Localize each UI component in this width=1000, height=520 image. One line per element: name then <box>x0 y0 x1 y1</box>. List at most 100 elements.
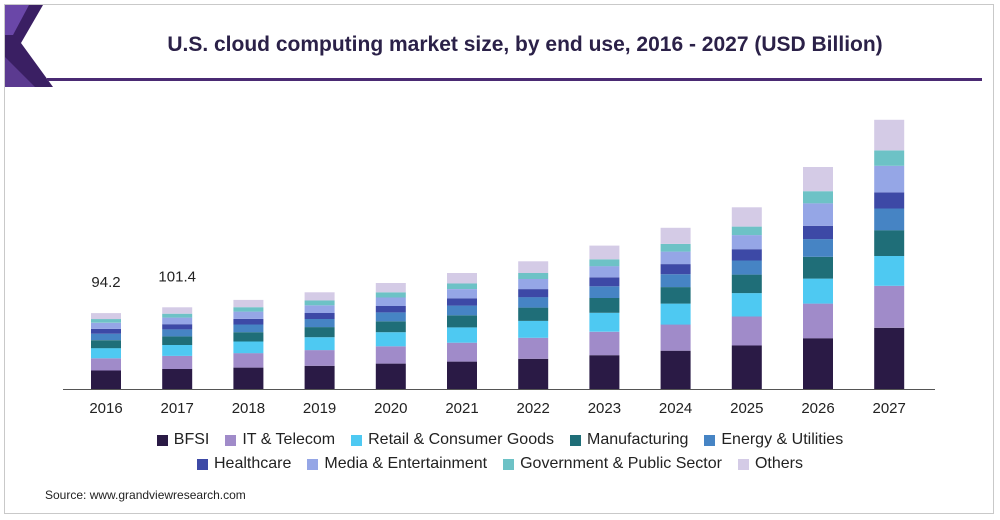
bar-stack-2022 <box>518 261 549 389</box>
bar-segment-retail-and-consumer-goods-2023 <box>589 312 620 332</box>
bar-segment-government-and-public-sector-2022 <box>518 273 549 279</box>
legend-label-healthcare: Healthcare <box>213 455 292 472</box>
bar-segment-it-and-telecom-2017 <box>162 355 193 369</box>
x-tick-label-2017: 2017 <box>161 400 194 417</box>
bar-segment-others-2020 <box>375 283 406 293</box>
bar-segment-healthcare-2016 <box>91 328 121 334</box>
bar-stack-2018 <box>233 299 264 389</box>
legend-item-retail-and-consumer-goods: Retail & Consumer Goods <box>351 431 554 449</box>
bar-segment-media-and-entertainment-2022 <box>518 279 549 290</box>
legend-swatch-healthcare <box>196 458 208 470</box>
legend-swatch-government-and-public-sector <box>503 458 515 470</box>
bar-segment-retail-and-consumer-goods-2018 <box>233 341 264 354</box>
bar-segment-retail-and-consumer-goods-2016 <box>91 348 121 359</box>
bar-stack-2021 <box>447 273 477 389</box>
legend-item-healthcare: Healthcare <box>196 455 292 473</box>
bar-stack-2019 <box>304 292 335 389</box>
bar-segment-bfsi-2017 <box>162 369 193 389</box>
bar-segment-healthcare-2022 <box>518 289 549 298</box>
data-labels: 94.2 101.4 <box>91 268 196 291</box>
x-tick-label-2019: 2019 <box>303 400 336 417</box>
bar-segment-manufacturing-2026 <box>803 256 833 279</box>
legend-swatch-bfsi <box>156 434 168 446</box>
bar-segment-retail-and-consumer-goods-2025 <box>731 293 762 317</box>
bar-segment-others-2016 <box>91 313 121 320</box>
bar-stack-2024 <box>660 227 691 389</box>
bar-segment-energy-and-utilities-2024 <box>660 274 691 288</box>
bar-segment-others-2021 <box>447 273 477 284</box>
bar-segment-healthcare-2025 <box>731 249 762 261</box>
legend: BFSI IT & Telecom Retail & Consumer Goods M… <box>5 428 993 476</box>
bar-segment-others-2027 <box>874 119 905 151</box>
bar-segment-it-and-telecom-2018 <box>233 353 264 368</box>
bar-segment-retail-and-consumer-goods-2024 <box>660 303 691 325</box>
x-tick-labels: 2016 2017 2018 2019 2020 2021 2022 2023 2024 2025… <box>89 400 906 417</box>
bar-segment-media-and-entertainment-2023 <box>589 266 620 278</box>
bar-segment-government-and-public-sector-2019 <box>304 300 335 306</box>
bar-segment-others-2022 <box>518 261 549 273</box>
bar-segment-it-and-telecom-2027 <box>874 285 905 328</box>
bar-segment-bfsi-2023 <box>589 355 620 389</box>
x-tick-label-2022: 2022 <box>517 400 550 417</box>
chart-frame: U.S. cloud computing market size, by end… <box>4 4 994 514</box>
bar-segment-it-and-telecom-2022 <box>518 337 549 359</box>
legend-label-bfsi: BFSI <box>173 431 210 448</box>
bar-segment-bfsi-2021 <box>447 361 477 389</box>
legend-swatch-it-and-telecom <box>225 434 237 446</box>
bar-segment-manufacturing-2027 <box>874 230 905 256</box>
bar-segment-government-and-public-sector-2018 <box>233 307 264 312</box>
bar-segment-media-and-entertainment-2025 <box>731 235 762 250</box>
legend-item-it-and-telecom: IT & Telecom <box>225 431 335 449</box>
brand-logo-icon <box>5 5 53 87</box>
bar-segment-energy-and-utilities-2017 <box>162 329 193 337</box>
bar-segment-manufacturing-2020 <box>375 321 406 333</box>
bar-segment-retail-and-consumer-goods-2020 <box>375 332 406 347</box>
bar-segment-bfsi-2024 <box>660 350 691 389</box>
bar-stack-2016 <box>91 313 121 389</box>
bar-segment-manufacturing-2023 <box>589 297 620 313</box>
bar-segment-bfsi-2022 <box>518 358 549 389</box>
bar-segment-government-and-public-sector-2024 <box>660 243 691 252</box>
bar-segment-manufacturing-2022 <box>518 307 549 321</box>
legend-swatch-media-and-entertainment <box>307 458 319 470</box>
bar-segment-it-and-telecom-2025 <box>731 316 762 346</box>
bar-segment-healthcare-2024 <box>660 264 691 275</box>
bar-segment-energy-and-utilities-2027 <box>874 208 905 231</box>
legend-label-others: Others <box>754 455 803 472</box>
x-tick-label-2024: 2024 <box>659 400 692 417</box>
legend-item-bfsi: BFSI <box>156 431 210 449</box>
bar-segment-retail-and-consumer-goods-2017 <box>162 345 193 356</box>
bar-segment-media-and-entertainment-2019 <box>304 305 335 313</box>
bar-stack-2020 <box>375 283 406 389</box>
legend-swatch-others <box>737 458 749 470</box>
legend-row-2: Healthcare Media & Entertainment Governmen… <box>5 452 993 476</box>
bar-segment-media-and-entertainment-2017 <box>162 317 193 325</box>
x-tick-label-2016: 2016 <box>89 400 122 417</box>
bar-segment-government-and-public-sector-2017 <box>162 313 193 318</box>
x-tick-label-2026: 2026 <box>801 400 834 417</box>
bar-segment-bfsi-2018 <box>233 367 264 389</box>
title-divider <box>47 78 982 81</box>
bar-segment-energy-and-utilities-2022 <box>518 297 549 308</box>
bar-segment-healthcare-2021 <box>447 298 477 306</box>
stacked-bar-chart: 2016 2017 2018 2019 2020 2021 2022 2023 2024 2025… <box>63 119 935 417</box>
legend-swatch-retail-and-consumer-goods <box>351 434 363 446</box>
bar-segment-healthcare-2017 <box>162 324 193 330</box>
bar-segment-healthcare-2018 <box>233 318 264 325</box>
x-tick-label-2021: 2021 <box>445 400 478 417</box>
bar-segment-others-2018 <box>233 299 264 308</box>
legend-row-1: BFSI IT & Telecom Retail & Consumer Goods M… <box>5 428 993 452</box>
bar-segment-media-and-entertainment-2020 <box>375 297 406 306</box>
bar-segment-energy-and-utilities-2026 <box>803 239 833 257</box>
bar-segment-government-and-public-sector-2016 <box>91 319 121 323</box>
bar-segment-it-and-telecom-2019 <box>304 350 335 366</box>
bar-segment-others-2025 <box>731 207 762 227</box>
source-note: Source: www.grandviewresearch.com <box>45 488 246 502</box>
bar-segment-it-and-telecom-2024 <box>660 324 691 351</box>
bar-segment-it-and-telecom-2023 <box>589 331 620 356</box>
x-tick-label-2018: 2018 <box>232 400 265 417</box>
bar-segment-bfsi-2025 <box>731 345 762 389</box>
bar-segment-media-and-entertainment-2016 <box>91 322 121 329</box>
bar-segment-energy-and-utilities-2020 <box>375 312 406 322</box>
bar-stack-2025 <box>731 207 762 389</box>
